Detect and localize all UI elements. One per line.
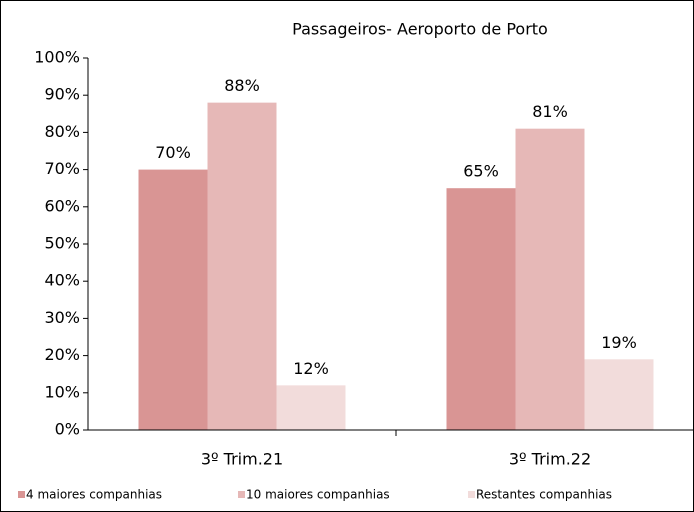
- y-tick-label: 80%: [44, 122, 80, 141]
- bar: [138, 169, 208, 430]
- y-tick-label: 100%: [34, 48, 80, 67]
- legend-label: Restantes companhias: [476, 488, 612, 502]
- value-label: 12%: [293, 359, 329, 378]
- bar: [276, 385, 346, 430]
- x-tick-label: 3º Trim.21: [201, 450, 283, 469]
- bar: [207, 102, 277, 430]
- y-tick-label: 90%: [44, 85, 80, 104]
- value-label: 70%: [155, 143, 191, 162]
- chart-title: Passageiros- Aeroporto de Porto: [292, 20, 548, 39]
- bar: [584, 359, 654, 430]
- y-tick-label: 60%: [44, 196, 80, 215]
- value-label: 19%: [601, 333, 637, 352]
- bar: [515, 128, 585, 430]
- value-label: 65%: [463, 162, 499, 181]
- y-tick-label: 40%: [44, 271, 80, 290]
- x-tick-label: 3º Trim.22: [509, 450, 591, 469]
- legend-label: 4 maiores companhias: [26, 488, 162, 502]
- y-tick-label: 0%: [55, 420, 80, 439]
- value-label: 88%: [224, 76, 260, 95]
- legend-swatch: [18, 491, 25, 498]
- y-tick-label: 10%: [44, 382, 80, 401]
- y-tick-label: 30%: [44, 308, 80, 327]
- legend-swatch: [468, 491, 475, 498]
- y-tick-label: 20%: [44, 345, 80, 364]
- y-tick-label: 50%: [44, 234, 80, 253]
- bar: [446, 188, 516, 430]
- y-tick-label: 70%: [44, 159, 80, 178]
- value-label: 81%: [532, 102, 568, 121]
- legend-swatch: [238, 491, 245, 498]
- legend-label: 10 maiores companhias: [246, 488, 390, 502]
